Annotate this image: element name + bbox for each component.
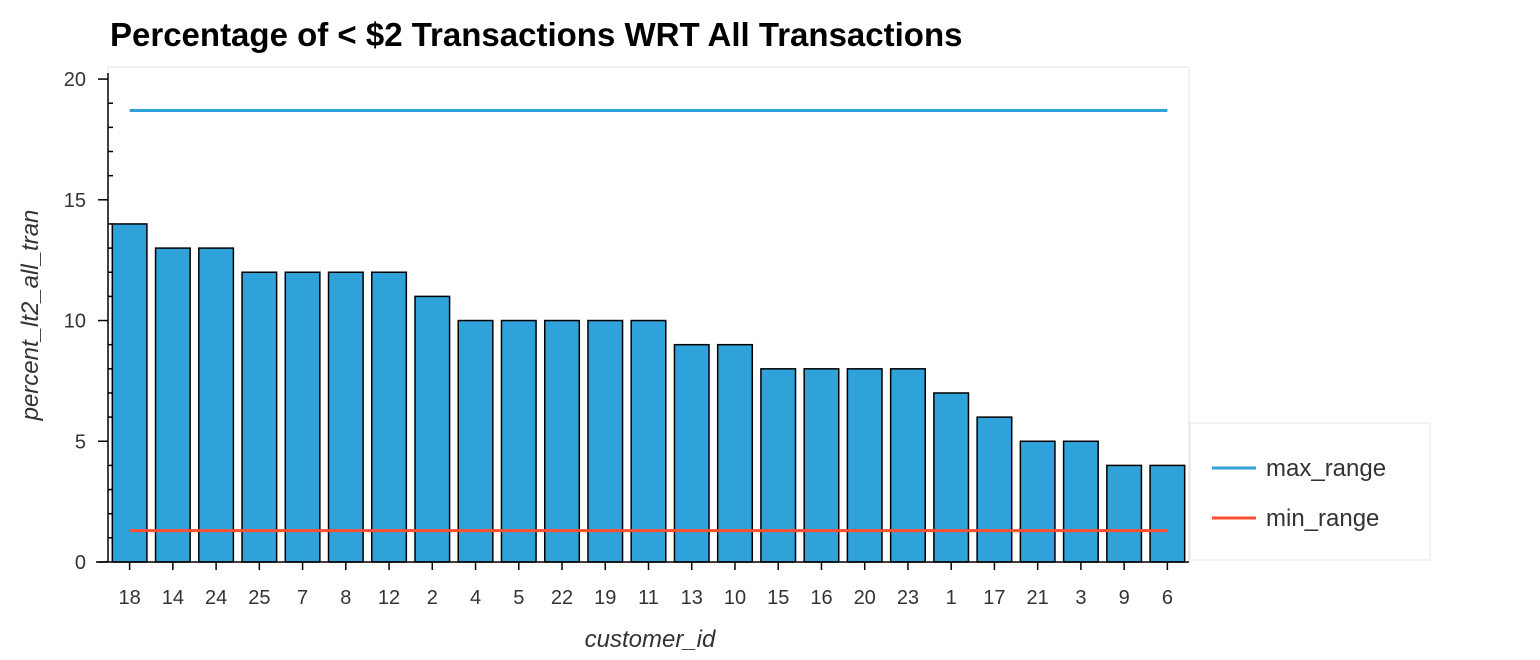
x-tick-label: 6 — [1162, 587, 1173, 609]
x-tick-label: 21 — [1027, 587, 1049, 609]
bar-22 — [543, 319, 581, 563]
bar-8 — [327, 271, 364, 563]
bar-14 — [154, 247, 191, 563]
x-tick-label: 15 — [767, 587, 789, 609]
y-tick-label: 10 — [64, 311, 86, 333]
bar-23 — [889, 368, 926, 563]
x-tick-label: 13 — [681, 587, 703, 609]
chart-title: Percentage of < $2 Transactions WRT All … — [110, 16, 962, 53]
x-tick-label: 18 — [118, 587, 140, 609]
y-tick-label: 20 — [64, 69, 86, 91]
x-tick-label: 25 — [248, 587, 270, 609]
bar-19 — [587, 319, 624, 563]
x-axis-label: customer_id — [585, 626, 716, 653]
legend: max_range min_range — [1189, 422, 1431, 561]
x-tick-label: 24 — [205, 587, 227, 609]
y-tick-label: 15 — [64, 190, 86, 212]
bar-7 — [284, 271, 321, 563]
bars-group — [111, 223, 1186, 563]
x-tick-label: 20 — [854, 587, 876, 609]
x-tick-label: 3 — [1075, 587, 1086, 609]
x-tick-label: 2 — [427, 587, 438, 609]
legend-label-max-range: max_range — [1266, 455, 1386, 482]
x-tick-label: 8 — [340, 587, 351, 609]
bar-3 — [1062, 440, 1099, 563]
x-tick-label: 10 — [724, 587, 746, 609]
x-tick-label: 22 — [551, 587, 573, 609]
bar-16 — [803, 368, 840, 563]
x-tick-label: 11 — [638, 587, 659, 609]
bar-17 — [976, 416, 1013, 563]
bar-9 — [1106, 464, 1143, 563]
bar-5 — [500, 319, 537, 563]
x-tick-label: 9 — [1119, 587, 1130, 609]
bar-20 — [846, 368, 883, 563]
x-tick-label: 14 — [162, 587, 184, 609]
bar-24 — [198, 247, 235, 563]
bar-25 — [241, 271, 278, 563]
y-tick-label: 0 — [75, 552, 86, 574]
x-tick-label: 19 — [594, 587, 616, 609]
x-tick-label: 12 — [378, 587, 400, 609]
x-tick-label: 7 — [297, 587, 308, 609]
bar-12 — [371, 271, 408, 563]
range-lines-group — [129, 108, 1168, 533]
y-tick-label: 5 — [75, 431, 86, 453]
bar-1 — [933, 392, 970, 563]
x-tick-label: 1 — [946, 587, 957, 609]
bar-11 — [630, 319, 667, 563]
bar-6 — [1149, 464, 1186, 563]
x-tick-label: 5 — [513, 587, 524, 609]
y-axis-label: percent_lt2_all_tran — [17, 210, 44, 422]
bar-18 — [111, 223, 148, 563]
bar-2 — [414, 295, 451, 563]
bar-21 — [1019, 440, 1056, 563]
x-tick-label: 17 — [983, 587, 1005, 609]
x-tick-label: 16 — [810, 587, 832, 609]
x-tick-label: 23 — [897, 587, 919, 609]
bar-4 — [457, 319, 494, 563]
x-tick-label: 4 — [470, 587, 481, 609]
legend-label-min-range: min_range — [1266, 505, 1379, 532]
legend-box — [1189, 422, 1431, 561]
bar-15 — [760, 368, 797, 563]
